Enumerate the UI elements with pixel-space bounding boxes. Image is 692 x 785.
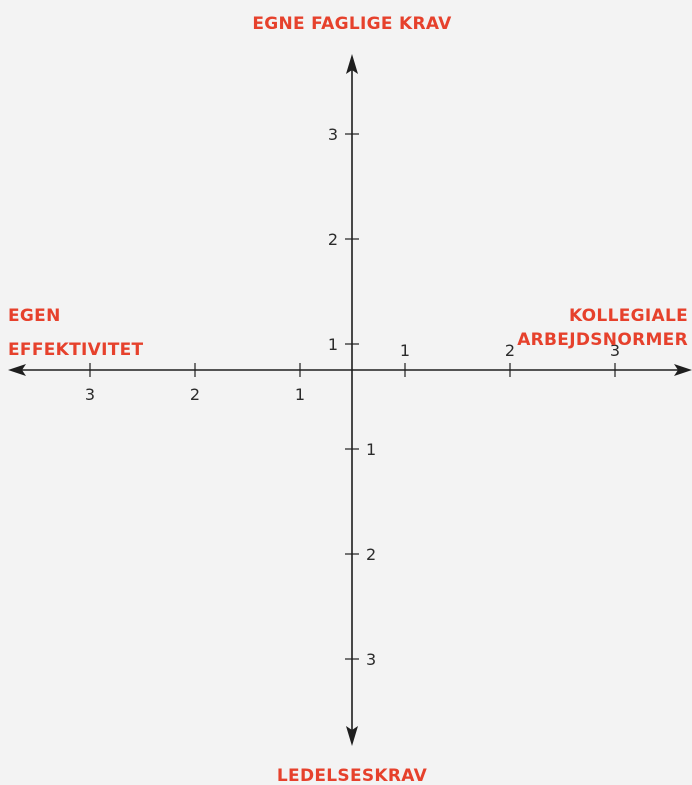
tick-label-x-neg-2: 2 xyxy=(190,385,200,404)
tick-label-x-neg-1: 1 xyxy=(295,385,305,404)
tick-label-y-neg-1: 1 xyxy=(366,440,376,459)
arrow-down-icon xyxy=(346,726,358,746)
arrow-right-icon xyxy=(674,364,692,376)
tick-label-y-pos-3: 3 xyxy=(328,125,338,144)
tick-label-x-neg-3: 3 xyxy=(85,385,95,404)
tick-label-x-pos-3: 3 xyxy=(610,341,620,360)
tick-label-y-pos-1: 1 xyxy=(328,335,338,354)
label-bottom: LEDELSESKRAV xyxy=(277,766,428,785)
label-left-line-2: EFFEKTIVITET xyxy=(8,340,144,360)
tick-label-y-pos-2: 2 xyxy=(328,230,338,249)
tick-label-x-pos-2: 2 xyxy=(505,341,515,360)
tick-label-y-neg-2: 2 xyxy=(366,545,376,564)
label-right-line-1: KOLLEGIALE xyxy=(569,306,688,326)
tick-label-x-pos-1: 1 xyxy=(400,341,410,360)
arrow-up-icon xyxy=(346,54,358,74)
tick-label-y-neg-3: 3 xyxy=(366,650,376,669)
arrow-left-icon xyxy=(8,364,26,376)
label-left-line-1: EGEN xyxy=(8,306,61,326)
label-right-line-2: ARBEJDSNORMER xyxy=(517,330,688,350)
label-top: EGNE FAGLIGE KRAV xyxy=(252,14,452,34)
